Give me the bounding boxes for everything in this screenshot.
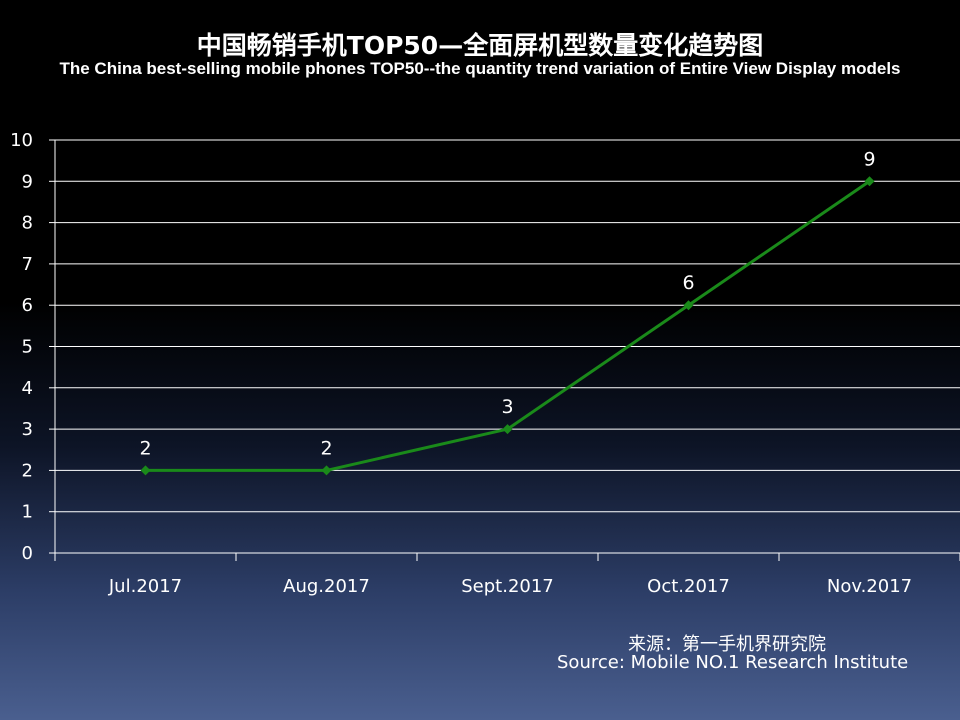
source-chinese: 来源：第一手机界研究院: [628, 634, 826, 655]
x-tick-label: Nov.2017: [827, 576, 912, 597]
y-tick-label: 7: [22, 254, 33, 275]
x-tick-label: Oct.2017: [647, 576, 730, 597]
y-tick-label: 10: [10, 130, 33, 151]
data-label: 6: [682, 272, 694, 294]
data-label: 3: [501, 396, 513, 418]
y-tick-label: 9: [22, 171, 33, 192]
y-tick-label: 0: [22, 543, 33, 564]
data-point: [864, 176, 875, 187]
gridlines: [55, 139, 960, 513]
source-english: Source: Mobile NO.1 Research Institute: [557, 652, 909, 673]
y-tick-label: 4: [22, 378, 33, 399]
data-label: 2: [320, 437, 332, 459]
x-tick-label: Aug.2017: [283, 576, 370, 597]
y-tick-label: 1: [22, 502, 33, 523]
series: [140, 176, 875, 476]
axes: [49, 139, 960, 561]
data-point: [140, 465, 151, 476]
data-point: [683, 300, 694, 311]
data-point: [321, 465, 332, 476]
y-tick-label: 6: [22, 295, 33, 316]
y-tick-label: 2: [22, 460, 33, 481]
x-tick-labels: Jul.2017 Aug.2017 Sept.2017 Oct.2017 Nov.201…: [108, 576, 912, 597]
data-point: [502, 424, 513, 435]
x-tick-label: Jul.2017: [108, 576, 182, 597]
y-tick-label: 8: [22, 213, 33, 234]
chart-title: 中国畅销手机TOP50—全面屏机型数量变化趋势图: [196, 31, 764, 60]
data-labels: 2 2 3 6 9: [139, 148, 875, 459]
data-label: 2: [139, 437, 151, 459]
y-tick-label: 5: [22, 337, 33, 358]
y-tick-labels: 0 1 2 3 4 5 6 7 8 9 10: [10, 130, 33, 564]
data-label: 9: [863, 148, 875, 170]
y-tick-label: 3: [22, 419, 33, 440]
chart-subtitle: The China best-selling mobile phones TOP…: [59, 59, 901, 78]
x-tick-label: Sept.2017: [461, 576, 554, 597]
